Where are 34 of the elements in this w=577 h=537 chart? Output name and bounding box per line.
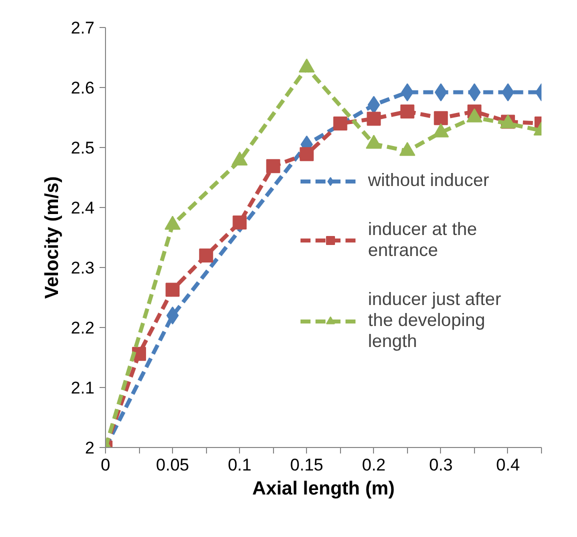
- point: [300, 147, 314, 162]
- point: [434, 83, 448, 102]
- point: [401, 83, 414, 102]
- legend-label: without inducer: [368, 170, 490, 191]
- x-tick-label: 0.3: [429, 456, 453, 474]
- x-tick-label: 0.1: [228, 456, 252, 474]
- legend-label: inducer at the entrance: [368, 219, 478, 261]
- x-tick-label: 0.4: [496, 456, 520, 474]
- y-tick-label: 2.4: [70, 198, 95, 218]
- point: [166, 282, 180, 297]
- x-axis-title: Axial length (m): [252, 478, 395, 500]
- point: [333, 116, 348, 130]
- point: [166, 306, 179, 324]
- y-tick-label: 2.6: [70, 78, 95, 98]
- point: [468, 83, 481, 102]
- point: [199, 248, 214, 262]
- y-tick-label: 2.3: [70, 258, 95, 278]
- point: [502, 83, 514, 102]
- x-tick-label: 0.15: [290, 456, 324, 474]
- point: [232, 216, 247, 230]
- x-tick-label: 0: [100, 456, 110, 474]
- y-tick-label: 2.2: [70, 318, 95, 338]
- y-tick-label: 2: [85, 438, 95, 458]
- point: [434, 111, 448, 126]
- y-tick-label: 2.1: [70, 378, 95, 398]
- x-tick-label: 0.05: [156, 456, 190, 474]
- y-tick-label: 2.5: [70, 138, 95, 158]
- point: [366, 112, 381, 126]
- y-tick-label: 2.7: [70, 18, 95, 38]
- point: [400, 104, 414, 118]
- y-axis-title: Velocity (m/s): [42, 176, 63, 299]
- point: [266, 159, 280, 174]
- legend-label: inducer just after the developing length: [368, 289, 502, 352]
- x-tick-label: 0.2: [362, 456, 386, 474]
